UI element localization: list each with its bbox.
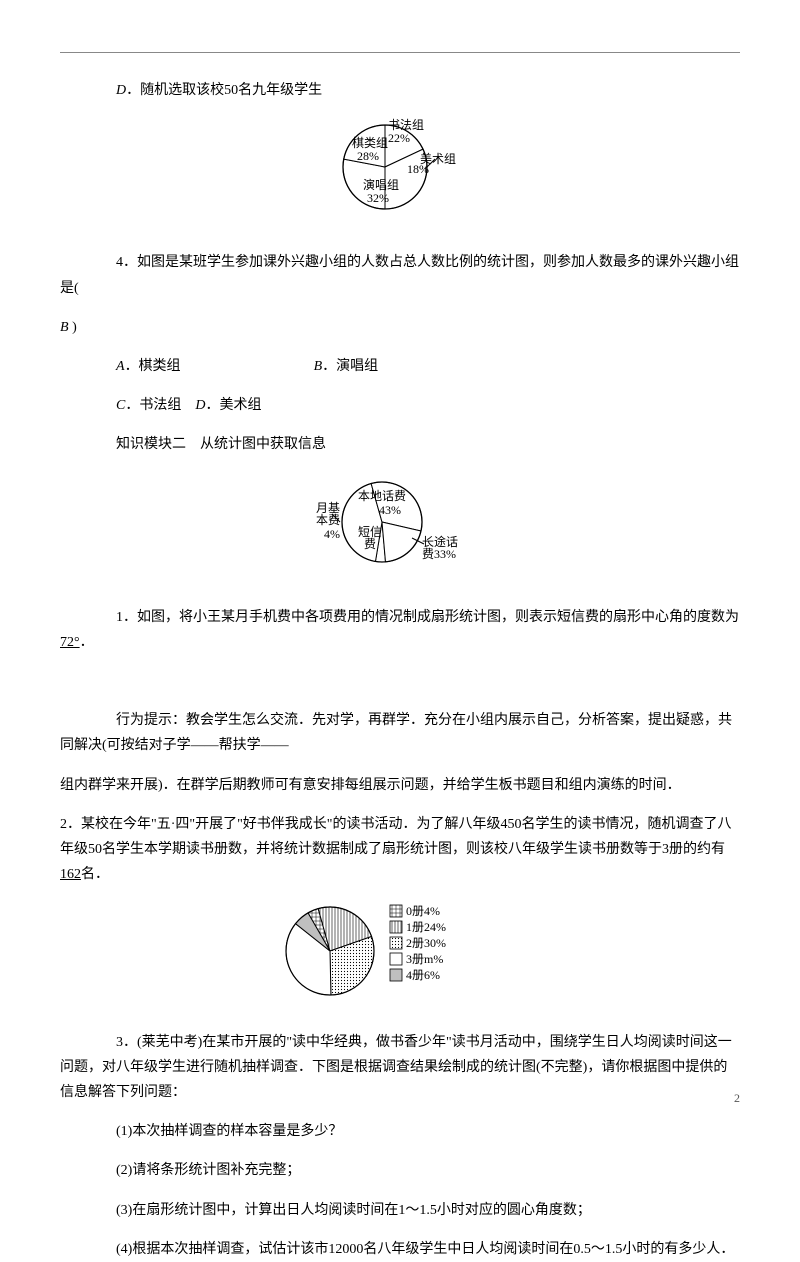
- m2-q2-num: 2: [60, 817, 67, 832]
- m2-q1-answer: 72°: [60, 635, 80, 650]
- m2-q3-s4: (4)根据本次抽样调查，试估计该市12000名八年级学生中日人均阅读时间在0.5…: [60, 1237, 740, 1262]
- m2-q1-text: ．如图，将小王某月手机费中各项费用的情况制成扇形统计图，则表示短信费的扇形中心角…: [123, 610, 739, 625]
- pie1-svg: 棋类组28%书法组22%美术组18%演唱组32%: [325, 117, 475, 227]
- page: D．随机选取该校50名九年级学生 棋类组28%书法组22%美术组18%演唱组32…: [0, 0, 800, 1134]
- m2-q3-head: 3．(莱芜中考)在某市开展的"读中华经典，做书香少年"读书月活动中，围绕学生日人…: [60, 1030, 740, 1106]
- q4-num: 4: [116, 255, 123, 270]
- svg-text:4册6%: 4册6%: [406, 968, 440, 982]
- svg-text:演唱组: 演唱组: [363, 177, 399, 192]
- svg-text:22%: 22%: [388, 131, 410, 145]
- pie2-svg: 月基本费4%本地话费43%长途话费33%短信费: [310, 472, 490, 582]
- svg-text:4%: 4%: [324, 527, 340, 541]
- pie3-svg: 0册4% 1册24% 2册30% 3册m% 4册6%: [280, 901, 520, 1006]
- m2-q2-text: ．某校在今年"五·四"开展了"好书伴我成长"的读书活动．为了解八年级450名学生…: [60, 817, 732, 857]
- option-d-line: D．随机选取该校50名九年级学生: [60, 78, 740, 103]
- tip-p1: 行为提示：教会学生怎么交流．先对学，再群学．充分在小组内展示自己，分析答案，提出…: [60, 708, 740, 758]
- m2-q2: 2．某校在今年"五·四"开展了"好书伴我成长"的读书活动．为了解八年级450名学…: [60, 812, 740, 888]
- module2-heading: 知识模块二 从统计图中获取信息: [60, 432, 740, 457]
- option-d-text: ．随机选取该校50名九年级学生: [126, 83, 322, 98]
- optC-t: ．书法组: [125, 398, 181, 413]
- optA-k: A: [116, 359, 125, 374]
- q4-answer: B: [60, 320, 69, 335]
- q4-close: ): [69, 320, 77, 335]
- m2-q3-s2: (2)请将条形统计图补充完整；: [60, 1158, 740, 1183]
- svg-text:费33%: 费33%: [422, 547, 456, 561]
- svg-text:32%: 32%: [367, 191, 389, 205]
- m2-q1-num: 1: [116, 610, 123, 625]
- tip-p2: 组内群学来开展)．在群学后期教师可有意安排每组展示问题，并给学生板书题目和组内演…: [60, 773, 740, 798]
- svg-text:43%: 43%: [379, 503, 401, 517]
- optC-k: C: [116, 398, 125, 413]
- pie-chart-3: 0册4% 1册24% 2册30% 3册m% 4册6%: [60, 901, 740, 1015]
- q4-stem: 4．如图是某班学生参加课外兴趣小组的人数占总人数比例的统计图，则参加人数最多的课…: [60, 250, 740, 300]
- svg-text:费: 费: [364, 537, 376, 551]
- m2-q3-text: ．(莱芜中考)在某市开展的"读中华经典，做书香少年"读书月活动中，围绕学生日人均…: [60, 1035, 732, 1100]
- svg-text:18%: 18%: [407, 162, 429, 176]
- option-d-key: D: [116, 83, 126, 98]
- page-number: 2: [734, 1088, 740, 1110]
- optA-t: ．棋类组: [125, 359, 181, 374]
- optB-t: ．演唱组: [322, 359, 378, 374]
- q4-options-cd: C．书法组 D．美术组: [116, 393, 740, 418]
- q4-options-ab: A．棋类组 B．演唱组: [116, 354, 740, 379]
- content: D．随机选取该校50名九年级学生 棋类组28%书法组22%美术组18%演唱组32…: [60, 78, 740, 1262]
- pie-chart-2: 月基本费4%本地话费43%长途话费33%短信费: [60, 472, 740, 591]
- svg-text:棋类组: 棋类组: [352, 136, 388, 150]
- m2-q3-s3: (3)在扇形统计图中，计算出日人均阅读时间在1～1.5小时对应的圆心角度数；: [60, 1198, 740, 1223]
- svg-text:2册30%: 2册30%: [406, 936, 446, 950]
- q4-answer-line: B ): [60, 315, 740, 340]
- svg-text:本费: 本费: [316, 513, 340, 527]
- m2-q1-tail: ．: [80, 635, 94, 650]
- pie-chart-1: 棋类组28%书法组22%美术组18%演唱组32%: [60, 117, 740, 236]
- optD-k: D: [195, 398, 205, 413]
- optD-t: ．美术组: [205, 398, 261, 413]
- svg-text:28%: 28%: [357, 149, 379, 163]
- header-rule: [60, 52, 740, 53]
- svg-text:书法组: 书法组: [388, 118, 424, 132]
- q4-text: ．如图是某班学生参加课外兴趣小组的人数占总人数比例的统计图，则参加人数最多的课外…: [60, 255, 739, 295]
- svg-text:1册24%: 1册24%: [406, 920, 446, 934]
- m2-q3-num: 3: [116, 1035, 123, 1050]
- svg-text:3册m%: 3册m%: [406, 952, 443, 966]
- svg-text:0册4%: 0册4%: [406, 904, 440, 918]
- svg-text:本地话费: 本地话费: [358, 489, 406, 503]
- m2-q2-answer: 162: [60, 867, 81, 882]
- m2-q1: 1．如图，将小王某月手机费中各项费用的情况制成扇形统计图，则表示短信费的扇形中心…: [60, 605, 740, 655]
- m2-q3-s1: (1)本次抽样调查的样本容量是多少？: [60, 1119, 740, 1144]
- optB-k: B: [314, 359, 323, 374]
- m2-q2-tail: 名．: [81, 867, 109, 882]
